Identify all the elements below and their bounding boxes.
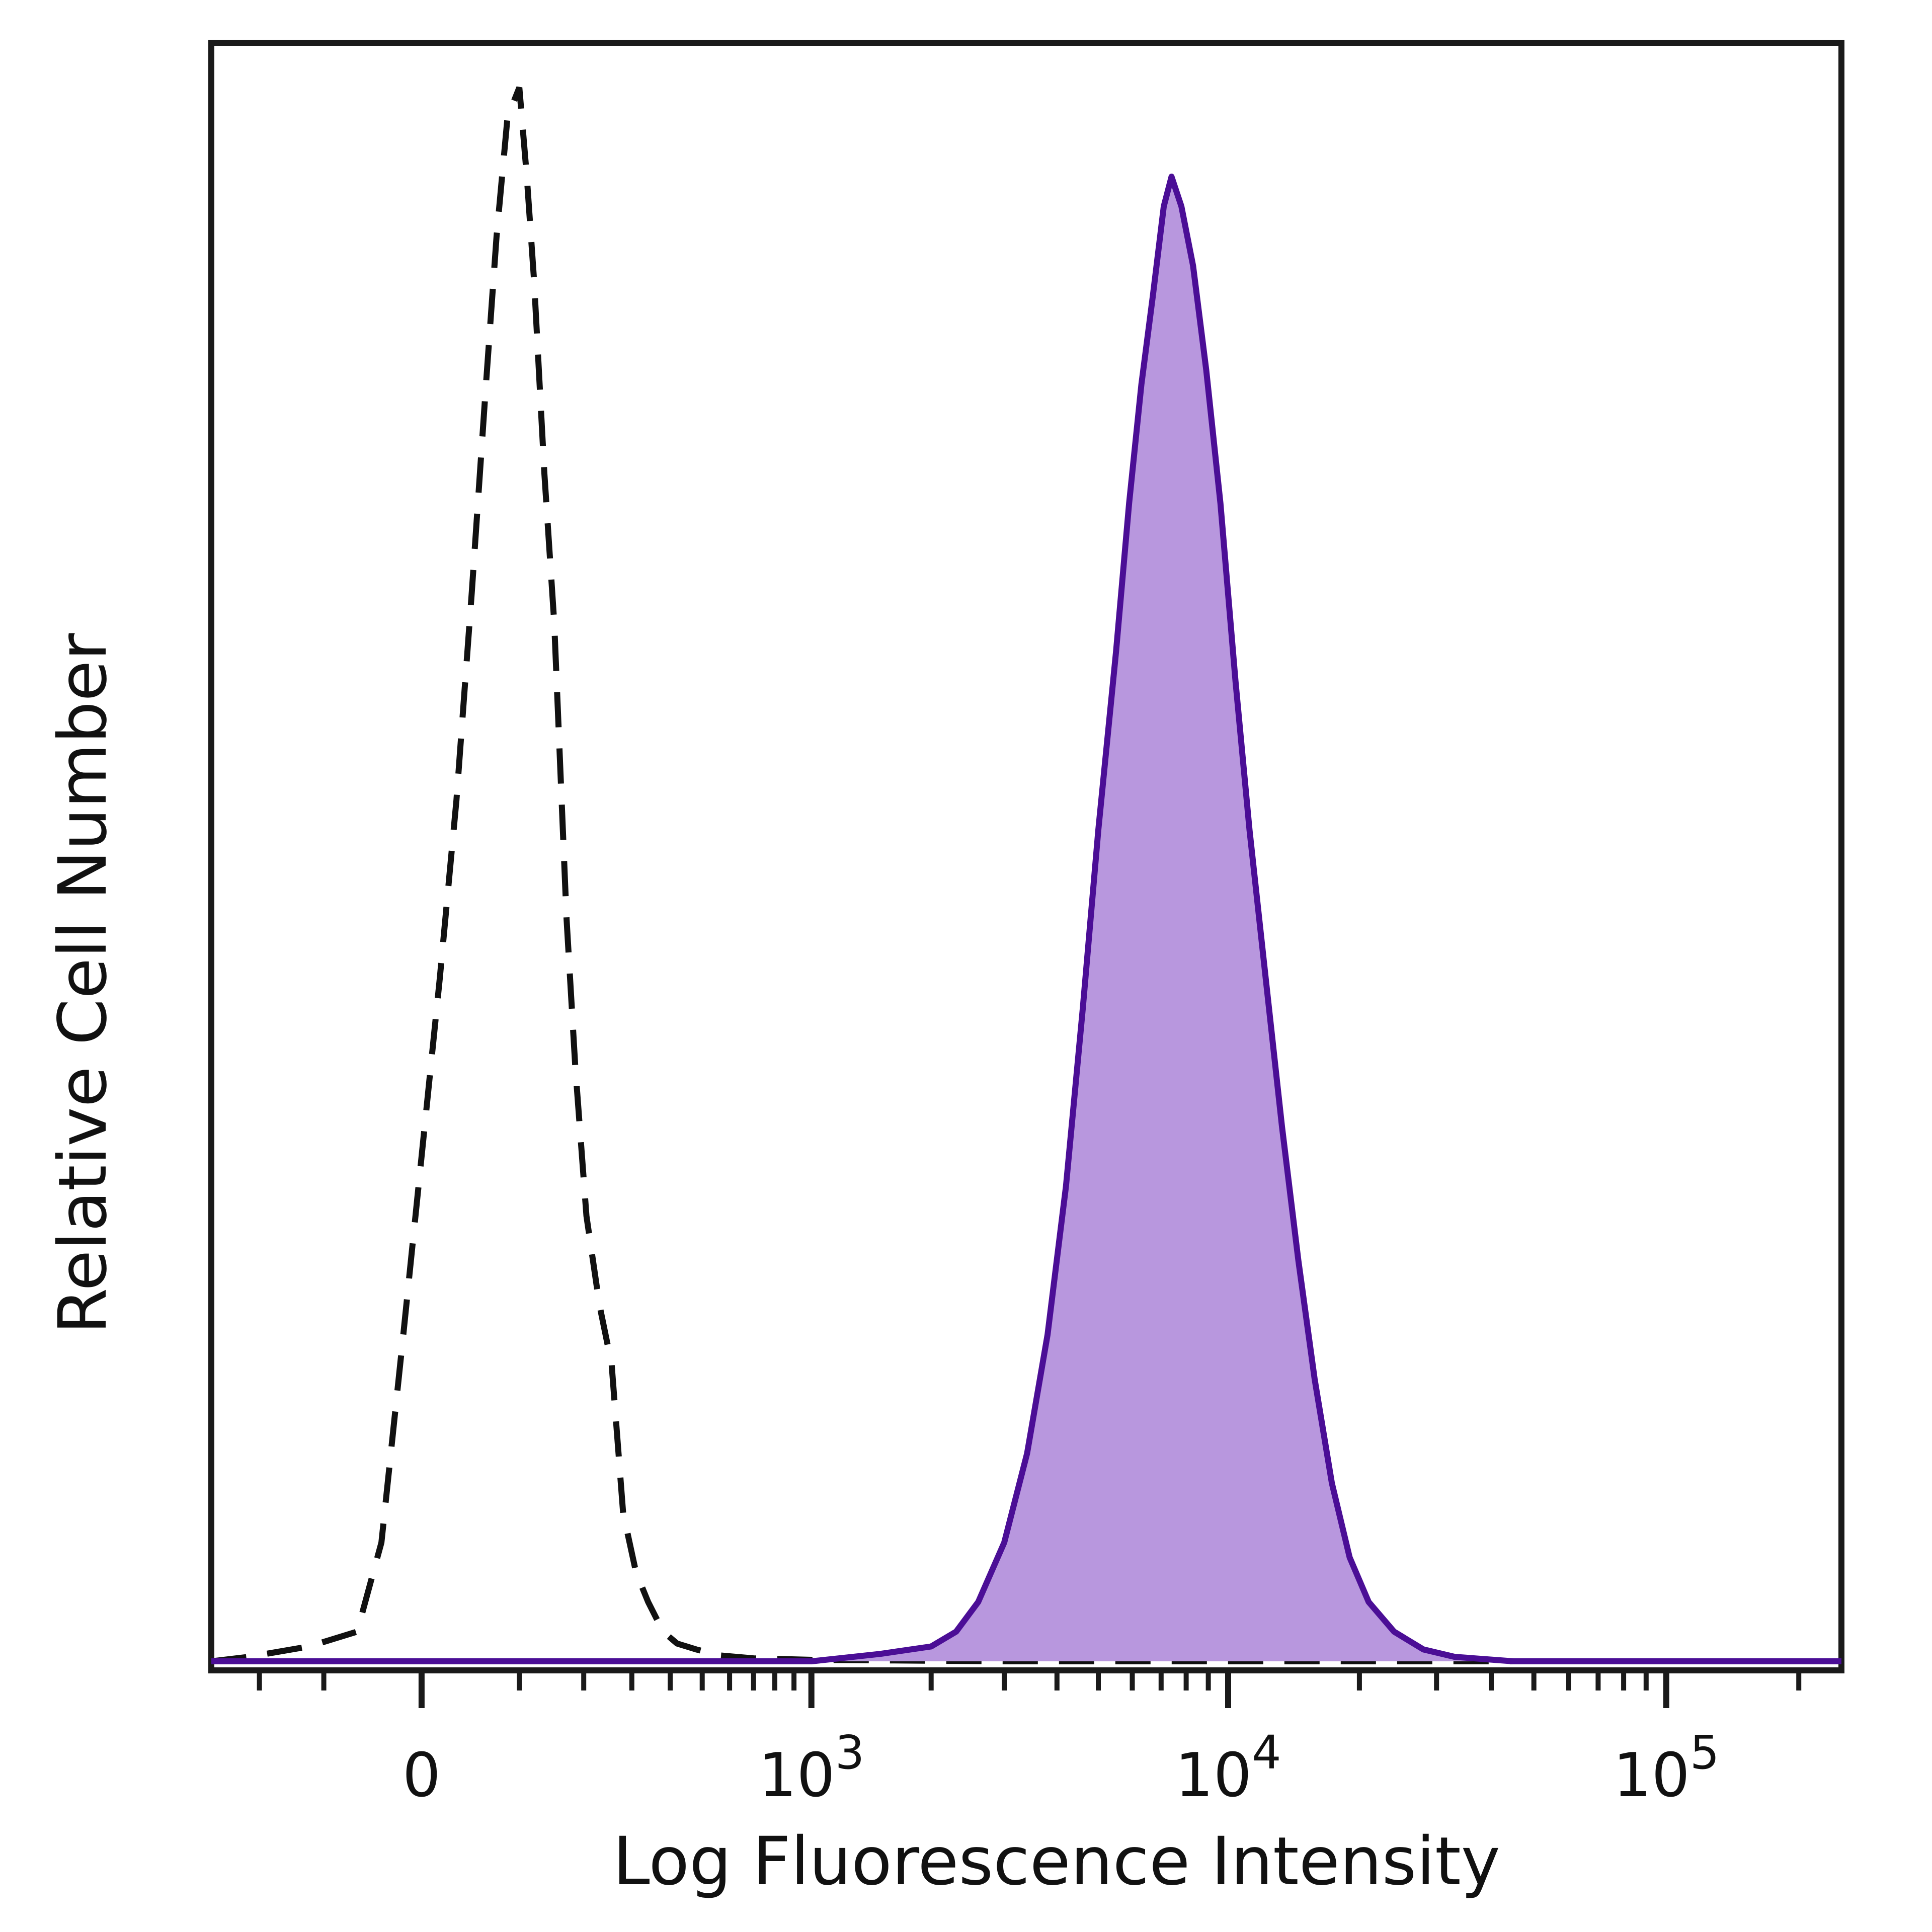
- x-axis: 0 103 104 105: [257, 1670, 1802, 1811]
- x-tick-label-0: 0: [403, 1741, 441, 1811]
- series-0-line: [211, 86, 1841, 1664]
- plot-frame: [208, 40, 1844, 1673]
- x-tick-label-2: 104: [1175, 1726, 1281, 1811]
- x-tick-label-1: 103: [758, 1726, 864, 1811]
- y-axis-title: Relative Cell Number: [44, 633, 122, 1334]
- series-layer: [211, 86, 1841, 1664]
- series-1-line: [211, 174, 1841, 1664]
- x-tick-label-3: 105: [1613, 1726, 1719, 1811]
- x-axis-title: Log Fluorescence Intensity: [613, 1823, 1500, 1900]
